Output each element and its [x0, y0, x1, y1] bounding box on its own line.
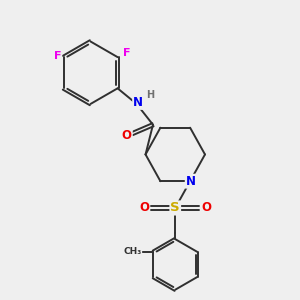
- Text: N: N: [133, 96, 143, 109]
- Text: F: F: [123, 48, 130, 58]
- Text: S: S: [170, 202, 180, 214]
- Text: N: N: [186, 175, 196, 188]
- Text: CH₃: CH₃: [124, 247, 142, 256]
- Text: H: H: [146, 90, 154, 100]
- Text: O: O: [139, 202, 149, 214]
- Text: F: F: [54, 51, 61, 61]
- Text: O: O: [122, 129, 132, 142]
- Text: O: O: [202, 202, 212, 214]
